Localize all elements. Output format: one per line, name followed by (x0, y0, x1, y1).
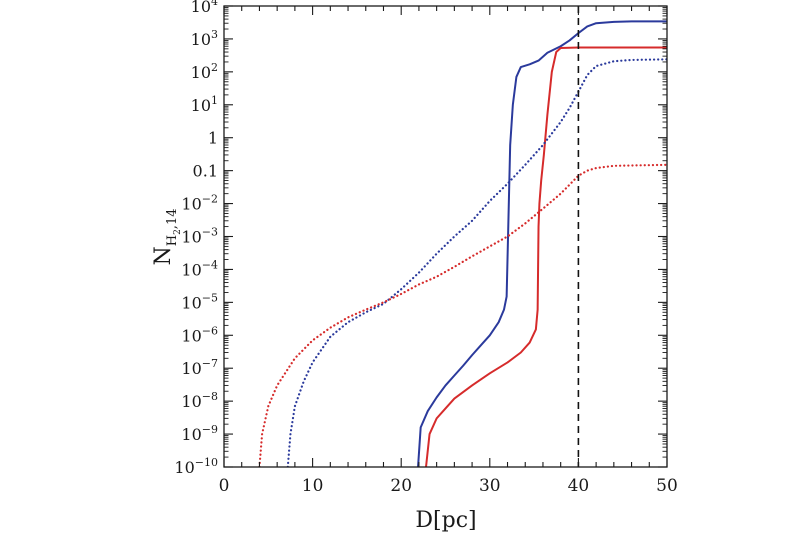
y-axis-label-sub-2: 2 (173, 229, 183, 235)
y-tick-label: 10−2 (181, 193, 218, 214)
plot-frame (223, 5, 668, 468)
x-tick-label: 20 (390, 476, 412, 496)
y-axis-label-sub-h: H (165, 235, 180, 246)
y-tick-labels: 10−10 10−9 10−8 10−7 10−6 10−5 10−4 10−3 10−2 0.1… (174, 0, 218, 477)
y-tick-label: 101 (191, 94, 218, 115)
y-tick-label: 1 (208, 129, 218, 148)
series-line-2-solid (425, 46, 667, 467)
y-tick-label: 10−9 (181, 423, 218, 444)
y-tick-label: 102 (191, 61, 218, 82)
svg-text:NH2,14: NH2,14 (151, 208, 183, 265)
y-tick-label: 0.1 (193, 162, 218, 181)
x-tick-labels: 0 10 20 30 40 50 (219, 476, 678, 496)
y-axis-label: NH2,14 (151, 208, 183, 265)
series-line-1-solid (417, 20, 667, 467)
y-axis-label-main: N (151, 246, 176, 265)
y-tick-label: 10−10 (174, 456, 218, 477)
x-tick-label: 10 (302, 476, 324, 496)
y-tick-label: 10−8 (181, 390, 218, 411)
x-axis-label: D[pc] (415, 508, 476, 533)
x-tick-label: 30 (479, 476, 501, 496)
y-tick-label: 103 (191, 28, 218, 49)
y-tick-label: 10−3 (181, 226, 218, 247)
y-tick-label: 10−7 (181, 357, 218, 378)
y-tick-label: 10−6 (181, 324, 218, 345)
series-line-4-dotted (258, 163, 667, 467)
x-tick-label: 40 (568, 476, 590, 496)
tick-layer (223, 5, 668, 468)
y-axis-label-sub-14: ,14 (165, 208, 180, 229)
series-layer (258, 20, 667, 467)
y-tick-label: 104 (191, 0, 218, 16)
x-tick-label: 0 (219, 476, 230, 496)
y-tick-label: 10−4 (181, 258, 218, 279)
y-tick-label: 10−5 (181, 291, 218, 312)
x-tick-label: 50 (656, 476, 678, 496)
series-line-3-dotted (286, 58, 667, 467)
